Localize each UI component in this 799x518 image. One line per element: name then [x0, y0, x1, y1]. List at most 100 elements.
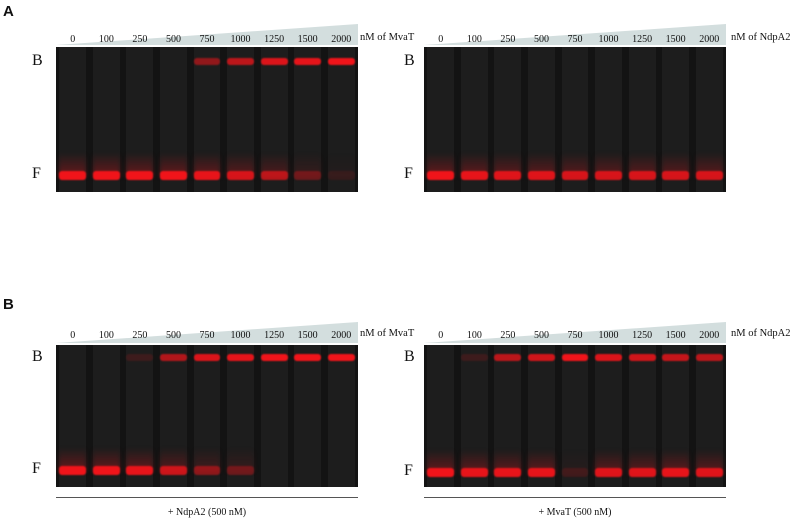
gel-lane [628, 345, 656, 487]
lane-concentration-label: 750 [567, 34, 583, 45]
lane-concentration-label: 250 [132, 34, 148, 45]
gel-lane [595, 47, 622, 192]
free-band [427, 171, 455, 180]
gel-lane [427, 47, 455, 192]
gel-lane [126, 345, 154, 487]
free-band [294, 171, 322, 180]
free-band [628, 171, 656, 180]
bound-label: B [404, 348, 415, 365]
gel-lane [695, 47, 723, 192]
gel-lane [126, 47, 154, 192]
lane-concentration-label: 2000 [331, 330, 352, 341]
condition-bracket-line [56, 497, 358, 498]
lane-concentration-label: 500 [533, 34, 549, 45]
free-band-smear [227, 448, 254, 472]
free-band [193, 171, 221, 180]
gel-image [56, 47, 358, 192]
free-band [160, 171, 187, 180]
lane-concentration-label: 500 [165, 34, 181, 45]
gel-lane [595, 345, 622, 487]
free-band [126, 171, 154, 180]
free-band [59, 171, 87, 180]
lane-concentration-label: 0 [70, 330, 76, 341]
gel-lane [327, 345, 355, 487]
lane-concentration-label: 1000 [598, 330, 619, 341]
gel-lane [427, 345, 455, 487]
bound-band [695, 354, 723, 361]
bound-label: B [32, 348, 43, 365]
panel-letter: B [3, 296, 14, 313]
gel-lane [160, 47, 187, 192]
free-band [494, 468, 522, 477]
lane-concentration-label: 500 [533, 330, 549, 341]
free-band [595, 171, 622, 180]
concentration-wedge [56, 322, 358, 343]
gel-lane [528, 47, 555, 192]
bound-band [494, 354, 522, 361]
bound-band [662, 354, 690, 361]
gel-lane [59, 345, 87, 487]
lane-concentration-label: 250 [132, 330, 148, 341]
free-band [227, 171, 254, 180]
free-label: F [404, 462, 413, 479]
gel-lane [294, 47, 322, 192]
bound-band [327, 58, 355, 65]
free-band [327, 171, 355, 180]
free-band [528, 468, 555, 477]
free-band-smear [561, 450, 589, 474]
bound-band [193, 58, 221, 65]
gel-lane [227, 345, 254, 487]
concentration-wedge [424, 24, 726, 45]
gel-lane [561, 345, 589, 487]
lane-concentration-label: 750 [199, 330, 215, 341]
lane-concentration-label: 0 [438, 34, 444, 45]
gel-lane [460, 47, 488, 192]
lane-concentration-label: 2000 [331, 34, 352, 45]
gel-lane [494, 345, 522, 487]
lane-concentration-label: 1500 [297, 330, 318, 341]
gel-lane [561, 47, 589, 192]
lane-concentration-label: 100 [98, 330, 114, 341]
bound-band [327, 354, 355, 361]
gel-lane [460, 345, 488, 487]
free-band [92, 171, 120, 180]
free-band-smear [327, 153, 355, 177]
lane-concentration-label: 1250 [264, 330, 285, 341]
gel-lane [193, 345, 221, 487]
bound-band [260, 58, 288, 65]
bound-band [460, 354, 488, 361]
gel-image [424, 47, 726, 192]
gel-image [56, 345, 358, 487]
free-band [92, 466, 120, 475]
lane-concentration-label: 250 [500, 34, 516, 45]
lane-concentration-label: 750 [199, 34, 215, 45]
lane-concentration-label: 2000 [699, 330, 720, 341]
gel-lane [528, 345, 555, 487]
gel-lane [260, 345, 288, 487]
bound-label: B [404, 52, 415, 69]
free-band [528, 171, 555, 180]
bound-band [294, 354, 322, 361]
bound-band [561, 354, 589, 361]
lane-concentration-label: 1000 [230, 34, 251, 45]
lane-concentration-label: 1500 [665, 34, 686, 45]
gel-lane [628, 47, 656, 192]
gel-lane [260, 47, 288, 192]
free-band [126, 466, 154, 475]
free-band [494, 171, 522, 180]
bound-band [227, 58, 254, 65]
gel-lane [92, 47, 120, 192]
lane-concentration-label: 1000 [598, 34, 619, 45]
free-band [595, 468, 622, 477]
free-band [59, 466, 87, 475]
free-band [628, 468, 656, 477]
bound-band [294, 58, 322, 65]
gel-image [424, 345, 726, 487]
gel-lane [327, 47, 355, 192]
lane-concentration-label: 2000 [699, 34, 720, 45]
free-band [260, 171, 288, 180]
condition-bracket-line [424, 497, 726, 498]
lane-concentration-label: 100 [98, 34, 114, 45]
lane-concentration-label: 1500 [665, 330, 686, 341]
free-band [662, 468, 690, 477]
